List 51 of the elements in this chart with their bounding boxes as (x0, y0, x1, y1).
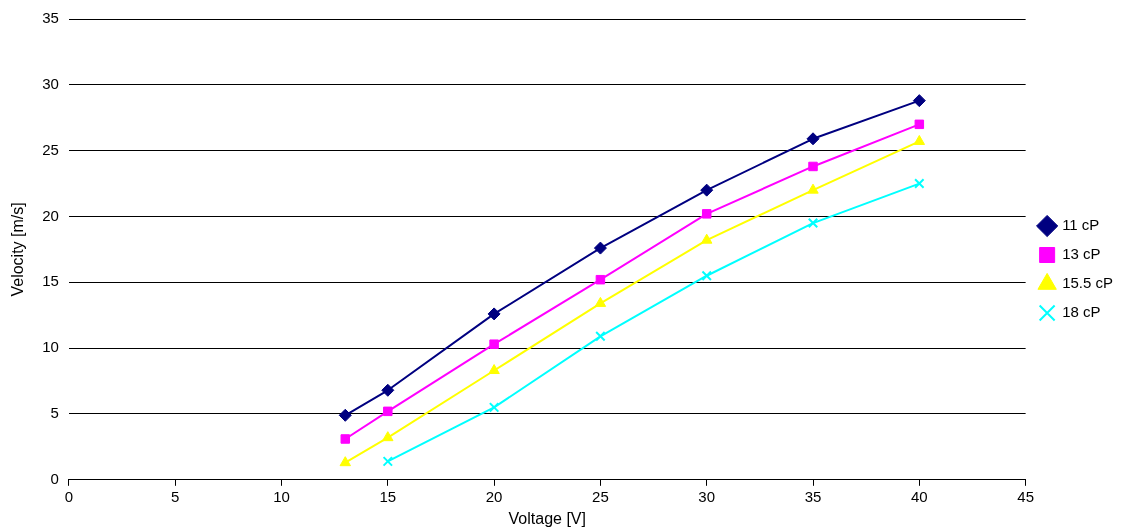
point (595, 331, 606, 342)
point (338, 408, 352, 422)
x-tick-label: 5 (171, 487, 180, 505)
x-tick-label: 30 (698, 487, 716, 505)
y-tick-label: 0 (50, 469, 59, 487)
y-tick-label: 30 (42, 74, 59, 92)
point (488, 364, 500, 375)
legend-label: 13 cP (1062, 245, 1101, 263)
point (701, 233, 713, 244)
point (340, 434, 351, 444)
y-tick-label: 25 (42, 140, 59, 158)
legend-label: 11 cP (1062, 216, 1100, 234)
point (913, 134, 926, 145)
legend-label: 15.5 cP (1062, 274, 1114, 292)
x-tick-label: 15 (379, 487, 397, 505)
point (914, 119, 925, 130)
x-tick-label: 0 (64, 487, 74, 505)
x-tick-label: 35 (804, 487, 822, 505)
point (489, 339, 499, 349)
point (594, 296, 607, 307)
point (382, 456, 394, 467)
x-axis-title: Voltage [V] (508, 509, 586, 527)
point (807, 183, 819, 194)
point (595, 274, 606, 285)
point (808, 161, 818, 172)
y-tick-label: 5 (50, 404, 59, 422)
point (339, 456, 351, 467)
y-tick-label: 15 (42, 272, 59, 290)
legend-label: 18 cP (1062, 303, 1101, 321)
point (806, 132, 820, 146)
point (383, 406, 393, 417)
point (381, 383, 395, 397)
point (912, 94, 926, 108)
point (593, 241, 607, 255)
point (701, 270, 712, 281)
point (488, 402, 500, 413)
point (700, 183, 714, 197)
x-tick-label: 10 (273, 487, 290, 505)
point (382, 431, 394, 442)
y-axis-title: Velocity [m/s] (9, 202, 27, 297)
y-tick-label: 35 (42, 9, 59, 27)
x-tick-label: 40 (910, 487, 928, 505)
point (807, 217, 819, 229)
y-tick-label: 20 (42, 206, 59, 224)
point (487, 307, 501, 321)
x-tick-label: 25 (592, 487, 609, 505)
point (701, 209, 712, 219)
x-tick-label: 45 (1017, 487, 1034, 505)
x-tick-label: 20 (485, 487, 503, 505)
y-tick-label: 10 (42, 338, 59, 356)
point (914, 178, 925, 189)
